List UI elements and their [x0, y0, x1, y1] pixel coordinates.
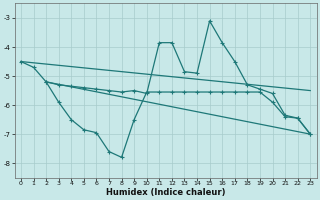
X-axis label: Humidex (Indice chaleur): Humidex (Indice chaleur)	[106, 188, 225, 197]
